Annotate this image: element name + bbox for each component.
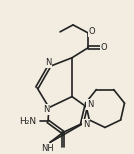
Text: NH: NH — [41, 144, 53, 153]
Text: N: N — [83, 120, 89, 129]
Text: O: O — [89, 27, 95, 36]
Text: N: N — [45, 58, 51, 67]
Text: O: O — [101, 43, 107, 52]
Text: N: N — [43, 105, 49, 114]
Text: N: N — [87, 100, 93, 109]
Text: H₂N: H₂N — [19, 117, 37, 126]
